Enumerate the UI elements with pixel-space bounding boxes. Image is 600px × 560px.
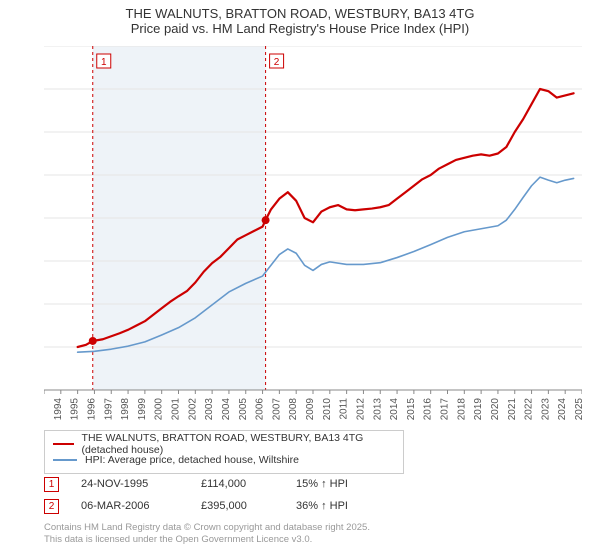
sale-price: £395,000 bbox=[201, 500, 296, 512]
legend-label: THE WALNUTS, BRATTON ROAD, WESTBURY, BA1… bbox=[82, 432, 395, 456]
svg-text:2025: 2025 bbox=[574, 398, 582, 421]
sale-pct: 15% ↑ HPI bbox=[296, 478, 386, 490]
title-address: THE WALNUTS, BRATTON ROAD, WESTBURY, BA1… bbox=[0, 6, 600, 21]
svg-text:2012: 2012 bbox=[355, 398, 366, 421]
chart-container: THE WALNUTS, BRATTON ROAD, WESTBURY, BA1… bbox=[0, 0, 600, 560]
sale-row: 1 24-NOV-1995£114,00015% ↑ HPI bbox=[44, 474, 386, 494]
svg-text:2015: 2015 bbox=[406, 398, 417, 421]
legend-swatch bbox=[53, 459, 77, 461]
sale-badge: 1 bbox=[44, 477, 59, 492]
sale-badge: 2 bbox=[44, 499, 59, 514]
legend-row: THE WALNUTS, BRATTON ROAD, WESTBURY, BA1… bbox=[53, 436, 395, 452]
svg-text:2022: 2022 bbox=[524, 398, 535, 421]
svg-text:1998: 1998 bbox=[120, 398, 131, 421]
svg-text:2019: 2019 bbox=[473, 398, 484, 421]
chart-svg: £0£100K£200K£300K£400K£500K£600K£700K£80… bbox=[44, 46, 582, 424]
svg-text:2014: 2014 bbox=[389, 398, 400, 421]
svg-text:2001: 2001 bbox=[171, 398, 182, 421]
chart-area: £0£100K£200K£300K£400K£500K£600K£700K£80… bbox=[44, 46, 582, 424]
sales-table: 1 24-NOV-1995£114,00015% ↑ HPI 2 06-MAR-200… bbox=[44, 474, 386, 518]
title-block: THE WALNUTS, BRATTON ROAD, WESTBURY, BA1… bbox=[0, 0, 600, 38]
svg-text:2011: 2011 bbox=[339, 398, 350, 420]
legend-swatch bbox=[53, 443, 74, 445]
svg-text:2003: 2003 bbox=[204, 398, 215, 421]
svg-text:2004: 2004 bbox=[221, 398, 232, 421]
svg-text:2002: 2002 bbox=[187, 398, 198, 421]
credit-line1: Contains HM Land Registry data © Crown c… bbox=[44, 522, 370, 534]
svg-text:2021: 2021 bbox=[507, 398, 518, 421]
svg-text:1997: 1997 bbox=[103, 398, 114, 421]
sale-pct: 36% ↑ HPI bbox=[296, 500, 386, 512]
svg-text:1993: 1993 bbox=[44, 398, 47, 421]
svg-text:2020: 2020 bbox=[490, 398, 501, 421]
title-subtitle: Price paid vs. HM Land Registry's House … bbox=[0, 21, 600, 36]
svg-text:2: 2 bbox=[274, 57, 280, 68]
svg-text:2008: 2008 bbox=[288, 398, 299, 421]
svg-text:2018: 2018 bbox=[456, 398, 467, 421]
sale-row: 2 06-MAR-2006£395,00036% ↑ HPI bbox=[44, 496, 386, 516]
svg-text:1999: 1999 bbox=[137, 398, 148, 421]
svg-text:2013: 2013 bbox=[372, 398, 383, 421]
svg-text:1994: 1994 bbox=[53, 398, 64, 421]
svg-text:2010: 2010 bbox=[322, 398, 333, 421]
svg-text:2007: 2007 bbox=[271, 398, 282, 421]
legend: THE WALNUTS, BRATTON ROAD, WESTBURY, BA1… bbox=[44, 430, 404, 474]
sale-date: 06-MAR-2006 bbox=[81, 500, 201, 512]
svg-text:2005: 2005 bbox=[238, 398, 249, 421]
svg-text:2000: 2000 bbox=[154, 398, 165, 421]
svg-text:2009: 2009 bbox=[305, 398, 316, 421]
svg-text:2024: 2024 bbox=[557, 398, 568, 421]
svg-text:1995: 1995 bbox=[70, 398, 81, 421]
svg-text:1996: 1996 bbox=[86, 398, 97, 421]
legend-label: HPI: Average price, detached house, Wilt… bbox=[85, 454, 299, 466]
credit-line2: This data is licensed under the Open Gov… bbox=[44, 534, 370, 546]
credit-text: Contains HM Land Registry data © Crown c… bbox=[44, 522, 370, 546]
svg-text:2017: 2017 bbox=[440, 398, 451, 421]
svg-text:2016: 2016 bbox=[423, 398, 434, 421]
svg-text:1: 1 bbox=[101, 57, 107, 68]
sale-price: £114,000 bbox=[201, 478, 296, 490]
svg-text:2023: 2023 bbox=[540, 398, 551, 421]
svg-text:2006: 2006 bbox=[255, 398, 266, 421]
sale-date: 24-NOV-1995 bbox=[81, 478, 201, 490]
